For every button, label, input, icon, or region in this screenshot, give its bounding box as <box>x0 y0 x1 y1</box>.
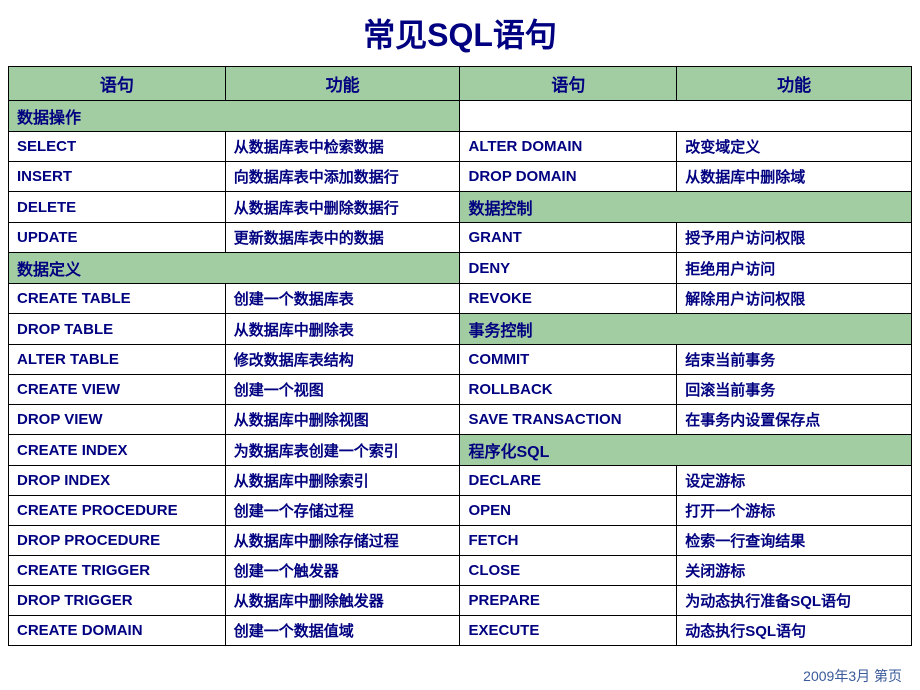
page-title: 常见SQL语句 <box>8 4 912 66</box>
table-row: CREATE DOMAIN创建一个数据值域EXECUTE动态执行SQL语句 <box>9 616 912 646</box>
stmt-cell: FETCH <box>460 526 677 556</box>
stmt-cell: EXECUTE <box>460 616 677 646</box>
stmt-cell: DROP INDEX <box>9 466 226 496</box>
func-cell: 从数据库中删除存储过程 <box>225 526 460 556</box>
stmt-cell: DENY <box>460 253 677 284</box>
table-row: SELECT从数据库表中检索数据ALTER DOMAIN改变域定义 <box>9 132 912 162</box>
func-cell: 动态执行SQL语句 <box>677 616 912 646</box>
func-cell: 授予用户访问权限 <box>677 223 912 253</box>
table-row: INSERT向数据库表中添加数据行DROP DOMAIN从数据库中删除域 <box>9 162 912 192</box>
stmt-cell: REVOKE <box>460 284 677 314</box>
table-row: CREATE VIEW创建一个视图ROLLBACK回滚当前事务 <box>9 375 912 405</box>
stmt-cell: CLOSE <box>460 556 677 586</box>
stmt-cell: CREATE VIEW <box>9 375 226 405</box>
stmt-cell: DROP PROCEDURE <box>9 526 226 556</box>
stmt-cell: SELECT <box>9 132 226 162</box>
func-cell: 检索一行查询结果 <box>677 526 912 556</box>
func-cell: 向数据库表中添加数据行 <box>225 162 460 192</box>
stmt-cell: DECLARE <box>460 466 677 496</box>
func-cell: 从数据库中删除表 <box>225 314 460 345</box>
stmt-cell: DROP TABLE <box>9 314 226 345</box>
col-header-stmt-1: 语句 <box>9 67 226 101</box>
table-row: UPDATE更新数据库表中的数据GRANT授予用户访问权限 <box>9 223 912 253</box>
func-cell: 设定游标 <box>677 466 912 496</box>
stmt-cell: CREATE TRIGGER <box>9 556 226 586</box>
section-label: 数据操作 <box>9 101 460 132</box>
func-cell: 更新数据库表中的数据 <box>225 223 460 253</box>
func-cell: 改变域定义 <box>677 132 912 162</box>
func-cell: 回滚当前事务 <box>677 375 912 405</box>
section-label: 事务控制 <box>460 314 912 345</box>
table-body: 数据操作SELECT从数据库表中检索数据ALTER DOMAIN改变域定义INS… <box>9 101 912 646</box>
table-header-row: 语句 功能 语句 功能 <box>9 67 912 101</box>
footer-text: 2009年3月 第页 <box>803 666 902 686</box>
col-header-stmt-2: 语句 <box>460 67 677 101</box>
empty-cell <box>460 101 912 132</box>
table-row: 数据操作 <box>9 101 912 132</box>
func-cell: 为数据库表创建一个索引 <box>225 435 460 466</box>
func-cell: 解除用户访问权限 <box>677 284 912 314</box>
stmt-cell: CREATE DOMAIN <box>9 616 226 646</box>
stmt-cell: ALTER DOMAIN <box>460 132 677 162</box>
table-row: DROP INDEX从数据库中删除索引DECLARE设定游标 <box>9 466 912 496</box>
func-cell: 打开一个游标 <box>677 496 912 526</box>
func-cell: 从数据库中删除索引 <box>225 466 460 496</box>
table-row: DROP PROCEDURE从数据库中删除存储过程FETCH检索一行查询结果 <box>9 526 912 556</box>
func-cell: 从数据库中删除视图 <box>225 405 460 435</box>
table-row: CREATE TRIGGER创建一个触发器CLOSE关闭游标 <box>9 556 912 586</box>
stmt-cell: SAVE TRANSACTION <box>460 405 677 435</box>
func-cell: 创建一个数据库表 <box>225 284 460 314</box>
table-row: ALTER TABLE修改数据库表结构COMMIT结束当前事务 <box>9 345 912 375</box>
func-cell: 从数据库表中检索数据 <box>225 132 460 162</box>
table-row: CREATE TABLE创建一个数据库表REVOKE解除用户访问权限 <box>9 284 912 314</box>
func-cell: 关闭游标 <box>677 556 912 586</box>
stmt-cell: GRANT <box>460 223 677 253</box>
func-cell: 创建一个视图 <box>225 375 460 405</box>
stmt-cell: DROP TRIGGER <box>9 586 226 616</box>
stmt-cell: ROLLBACK <box>460 375 677 405</box>
stmt-cell: DROP DOMAIN <box>460 162 677 192</box>
func-cell: 从数据库中删除触发器 <box>225 586 460 616</box>
func-cell: 修改数据库表结构 <box>225 345 460 375</box>
col-header-func-2: 功能 <box>677 67 912 101</box>
stmt-cell: UPDATE <box>9 223 226 253</box>
stmt-cell: INSERT <box>9 162 226 192</box>
stmt-cell: CREATE TABLE <box>9 284 226 314</box>
stmt-cell: DELETE <box>9 192 226 223</box>
slide-container: 常见SQL语句 语句 功能 语句 功能 数据操作SELECT从数据库表中检索数据… <box>0 0 920 690</box>
table-row: 数据定义DENY拒绝用户访问 <box>9 253 912 284</box>
func-cell: 结束当前事务 <box>677 345 912 375</box>
section-label: 数据定义 <box>9 253 460 284</box>
func-cell: 拒绝用户访问 <box>677 253 912 284</box>
stmt-cell: COMMIT <box>460 345 677 375</box>
stmt-cell: CREATE INDEX <box>9 435 226 466</box>
func-cell: 为动态执行准备SQL语句 <box>677 586 912 616</box>
section-label: 数据控制 <box>460 192 912 223</box>
stmt-cell: OPEN <box>460 496 677 526</box>
func-cell: 从数据库表中删除数据行 <box>225 192 460 223</box>
table-row: CREATE PROCEDURE创建一个存储过程OPEN打开一个游标 <box>9 496 912 526</box>
func-cell: 在事务内设置保存点 <box>677 405 912 435</box>
table-row: DROP VIEW从数据库中删除视图SAVE TRANSACTION在事务内设置… <box>9 405 912 435</box>
stmt-cell: CREATE PROCEDURE <box>9 496 226 526</box>
func-cell: 创建一个数据值域 <box>225 616 460 646</box>
table-row: DROP TABLE从数据库中删除表事务控制 <box>9 314 912 345</box>
table-row: CREATE INDEX为数据库表创建一个索引程序化SQL <box>9 435 912 466</box>
func-cell: 创建一个触发器 <box>225 556 460 586</box>
section-label: 程序化SQL <box>460 435 912 466</box>
sql-table: 语句 功能 语句 功能 数据操作SELECT从数据库表中检索数据ALTER DO… <box>8 66 912 646</box>
table-row: DELETE从数据库表中删除数据行数据控制 <box>9 192 912 223</box>
stmt-cell: ALTER TABLE <box>9 345 226 375</box>
table-row: DROP TRIGGER从数据库中删除触发器PREPARE为动态执行准备SQL语… <box>9 586 912 616</box>
col-header-func-1: 功能 <box>225 67 460 101</box>
stmt-cell: PREPARE <box>460 586 677 616</box>
stmt-cell: DROP VIEW <box>9 405 226 435</box>
func-cell: 从数据库中删除域 <box>677 162 912 192</box>
func-cell: 创建一个存储过程 <box>225 496 460 526</box>
